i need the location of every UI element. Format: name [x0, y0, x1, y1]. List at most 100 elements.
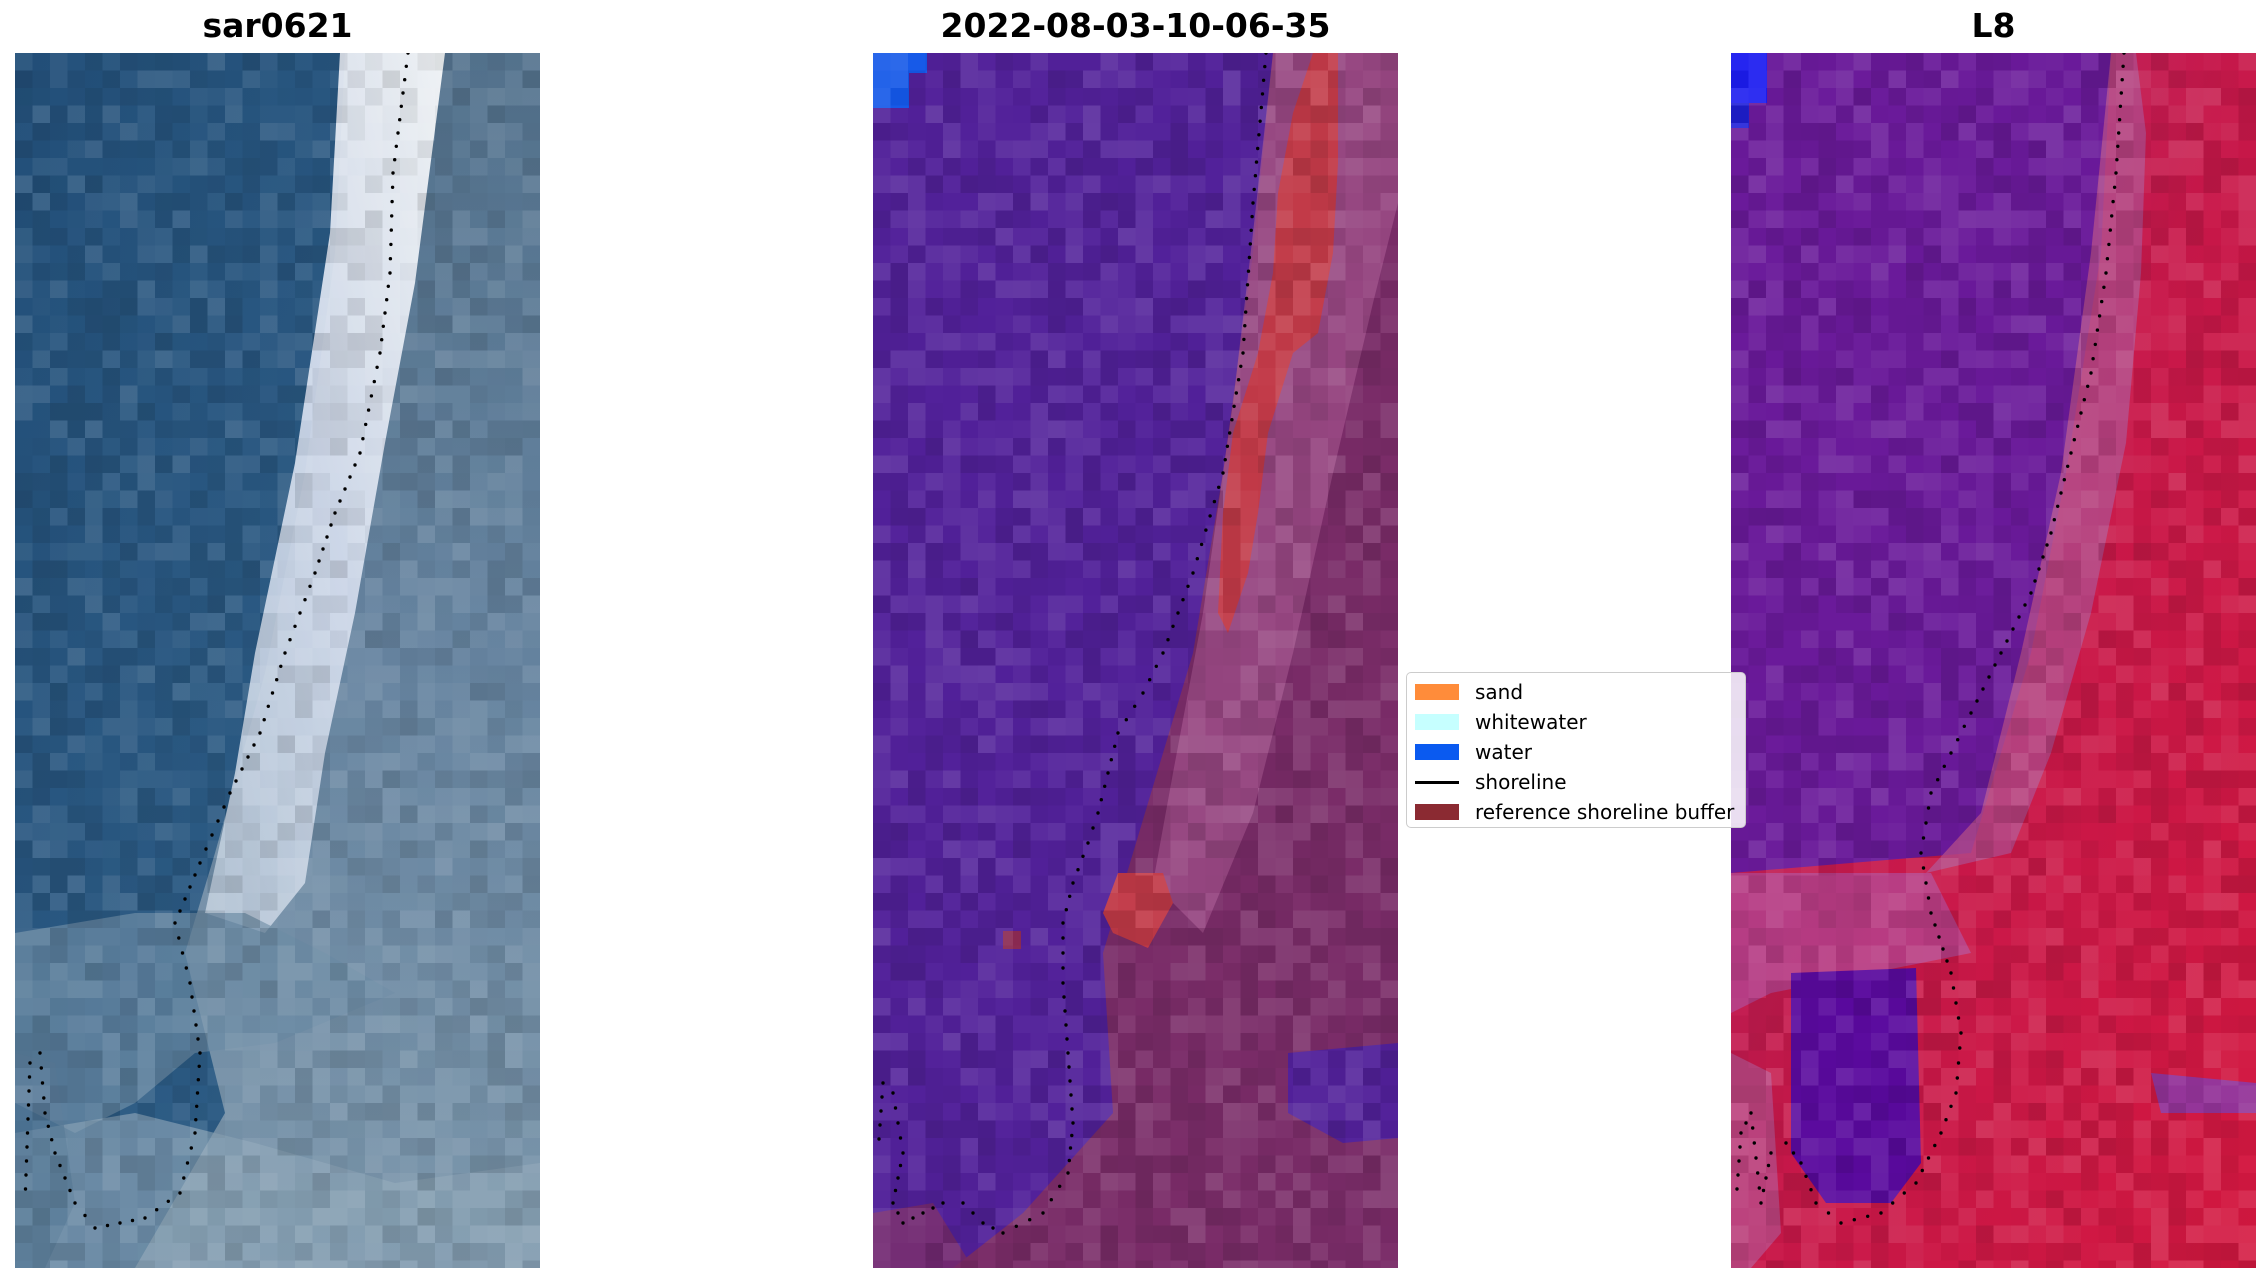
shoreline-dot — [1920, 1168, 1924, 1173]
shoreline-dot — [1228, 431, 1232, 435]
shoreline-dot — [25, 1131, 30, 1135]
shoreline-dot — [1064, 908, 1068, 912]
shoreline-dot — [1256, 146, 1260, 151]
shoreline-dot — [177, 936, 181, 940]
shoreline-dot — [1987, 675, 1991, 679]
shoreline-dot — [1919, 851, 1923, 855]
shoreline-line-swatch — [1415, 780, 1459, 784]
shoreline-dot — [1001, 1231, 1005, 1235]
shoreline-dot — [1243, 324, 1247, 328]
shoreline-dot — [1223, 458, 1227, 462]
shoreline-dot — [93, 1226, 97, 1230]
shoreline-dot — [190, 995, 194, 999]
shoreline-dot — [1784, 1141, 1788, 1145]
shoreline-dot — [1230, 418, 1234, 422]
shoreline-dot — [1252, 187, 1256, 192]
shoreline-dot — [2105, 257, 2110, 261]
shoreline-dot — [1061, 966, 1065, 970]
shoreline-dot — [893, 1106, 898, 1110]
shoreline-dot — [252, 743, 256, 747]
shoreline-dot — [270, 691, 275, 695]
shoreline-dot — [338, 499, 342, 503]
shoreline-dot — [1951, 986, 1956, 990]
shoreline-dot — [184, 966, 188, 970]
legend-label: shoreline — [1475, 770, 1567, 794]
legend-item-reference-buffer: reference shoreline buffer — [1415, 797, 1734, 827]
shoreline-dot — [178, 1191, 182, 1195]
shoreline-dot — [353, 463, 357, 467]
shoreline-dot — [1208, 514, 1212, 518]
shoreline-dot — [388, 271, 392, 275]
shoreline-dot — [303, 598, 307, 602]
shoreline-dot — [180, 951, 185, 955]
shoreline-dot — [1744, 1121, 1748, 1125]
shoreline-dot — [1195, 557, 1199, 561]
shoreline-dot — [183, 897, 187, 901]
shoreline-dot — [173, 921, 177, 925]
shoreline-dot — [234, 779, 238, 783]
shoreline-dot — [1735, 1187, 1739, 1191]
shoreline-dot — [1941, 947, 1945, 951]
shoreline-dot — [2120, 78, 2124, 82]
shoreline-dot — [43, 1111, 47, 1115]
shoreline-dot — [1246, 269, 1251, 273]
shoreline-dot — [166, 1199, 170, 1204]
shoreline-dot — [275, 678, 279, 682]
shoreline-dot — [1981, 687, 1985, 691]
shoreline-dot — [1069, 1093, 1073, 1097]
shoreline-dot — [1071, 881, 1075, 885]
shoreline-dot — [941, 1201, 945, 1205]
shoreline-dot — [83, 1213, 87, 1218]
shoreline-dot — [1171, 624, 1175, 628]
shoreline-dot — [1924, 881, 1928, 885]
shoreline-dot — [1062, 995, 1066, 999]
shoreline-dot — [369, 394, 374, 398]
shoreline-dot — [391, 171, 395, 175]
legend-item-sand: sand — [1415, 677, 1523, 707]
shoreline-dot — [1061, 936, 1065, 940]
shoreline-dot — [981, 1221, 985, 1225]
shoreline-dot — [406, 53, 410, 55]
shoreline-dot — [1737, 1159, 1741, 1163]
shoreline-dot — [1926, 1156, 1931, 1160]
shoreline-dot — [366, 408, 371, 412]
shoreline-dot — [1061, 951, 1065, 955]
shoreline-dot — [1065, 1037, 1069, 1041]
shoreline-dot — [1929, 911, 1933, 915]
shoreline-dot — [383, 311, 387, 315]
shoreline-dot — [2110, 214, 2114, 218]
classified-image-panel — [873, 53, 1398, 1268]
shoreline-dot — [1232, 404, 1236, 408]
shoreline-dot — [1814, 1201, 1818, 1205]
shoreline-dot — [2114, 171, 2118, 175]
shoreline-dot — [364, 422, 368, 427]
shoreline-dot — [2033, 579, 2037, 583]
shoreline-dot — [279, 664, 283, 668]
shoreline-dot — [1959, 1031, 1963, 1035]
shoreline-dot — [1068, 1146, 1073, 1150]
shoreline-dot — [2086, 384, 2090, 388]
shoreline-dot — [1063, 1009, 1067, 1013]
shoreline-dot — [1993, 663, 1997, 667]
shoreline-dot — [1799, 1161, 1803, 1165]
shoreline-dot — [1166, 638, 1170, 642]
shoreline-dot — [2079, 411, 2083, 415]
shoreline-dot — [2072, 438, 2076, 442]
shoreline-dot — [1939, 1131, 1943, 1135]
shoreline-dot — [1124, 718, 1128, 722]
shoreline-dot — [1257, 133, 1261, 137]
shoreline-dot — [898, 1163, 903, 1168]
shoreline-dot — [1212, 499, 1217, 504]
shoreline-dot — [1949, 1104, 1953, 1109]
shoreline-dot — [404, 64, 408, 68]
shoreline-dot — [210, 833, 214, 837]
shoreline-dot — [240, 767, 244, 771]
panel-title-2: 2022-08-03-10-06-35 — [940, 6, 1331, 45]
shoreline-dot — [2045, 543, 2049, 547]
shoreline-dot — [321, 547, 325, 551]
shoreline-dot — [288, 638, 292, 642]
shoreline-dot — [1962, 724, 1966, 728]
shoreline-dot — [58, 1163, 62, 1168]
shoreline-dot — [877, 1137, 881, 1141]
shoreline-dot — [2091, 357, 2095, 361]
